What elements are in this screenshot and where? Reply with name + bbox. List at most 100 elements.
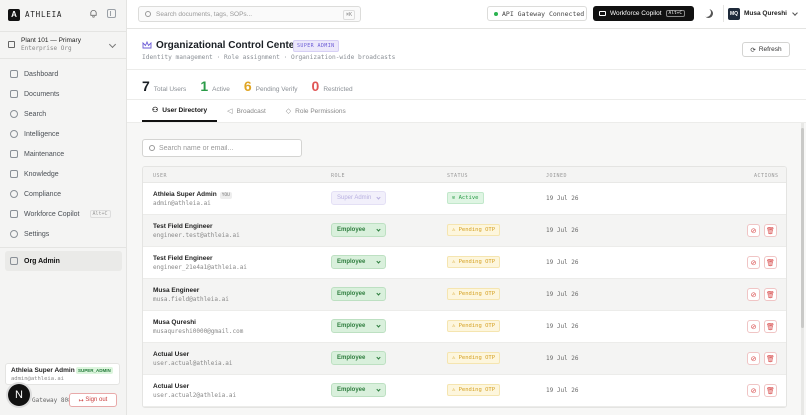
sidebar-item-documents[interactable]: Documents	[0, 84, 127, 104]
stat-pending-verify: 6 Pending Verify	[244, 78, 298, 94]
user-menu[interactable]: MQ Musa Qureshi	[723, 5, 803, 22]
sidebar-item-knowledge[interactable]: Knowledge	[0, 164, 127, 184]
user-name: Test Field Engineer	[153, 223, 213, 230]
column-header-actions: ACTIONS	[754, 173, 779, 179]
floating-avatar[interactable]: N	[8, 384, 30, 406]
search-shortcut: ⌘K	[342, 10, 355, 20]
stat-label: Pending Verify	[255, 86, 298, 93]
status-icon: ⚠	[452, 291, 459, 297]
restrict-button[interactable]: ⊘	[747, 352, 760, 365]
restrict-button[interactable]: ⊘	[747, 256, 760, 269]
table-row: Actual User user.actual2@athleia.ai Employ…	[143, 375, 786, 407]
sign-out-icon: ↦	[78, 397, 86, 404]
sidebar-item-label: Compliance	[24, 190, 61, 198]
role-select[interactable]: Employee	[331, 383, 386, 397]
crown-icon	[142, 41, 152, 49]
user-email: admin@athleia.ai	[153, 200, 211, 207]
sign-out-button[interactable]: ↦ Sign out	[69, 393, 117, 407]
status-badge: ⊙ Active	[447, 192, 484, 204]
shield-icon: ◇	[285, 108, 292, 115]
org-switcher[interactable]: Plant 101 — Primary Enterprise Org	[0, 31, 127, 59]
role-select[interactable]: Employee	[331, 287, 386, 301]
ban-icon: ⊘	[750, 355, 757, 363]
delete-button[interactable]: 🗑	[764, 384, 777, 397]
sidebar: A ATHLEIA Plant 101 — Primary Enterprise…	[0, 0, 127, 415]
book-icon	[10, 170, 18, 178]
refresh-button[interactable]: ⟳ Refresh	[742, 42, 790, 57]
crown-icon	[10, 257, 18, 265]
sidebar-item-label: Org Admin	[24, 257, 60, 265]
copilot-icon	[599, 11, 606, 16]
restrict-button[interactable]: ⊘	[747, 288, 760, 301]
bell-icon[interactable]	[89, 9, 98, 18]
ban-icon: ⊘	[750, 387, 757, 395]
sign-out-label: Sign out	[85, 397, 108, 403]
current-user-card: Athleia Super Admin SUPER_ADMIN admin@at…	[5, 363, 120, 385]
sidebar-item-settings[interactable]: Settings	[0, 224, 127, 244]
joined-date: 19 Jul 26	[546, 227, 579, 234]
copilot-shortcut: Alt+C	[665, 10, 686, 17]
sidebar-item-dashboard[interactable]: Dashboard	[0, 64, 127, 84]
tab-broadcast[interactable]: ◁ Broadcast	[217, 100, 276, 122]
ban-icon: ⊘	[750, 259, 757, 267]
user-name: Musa Qureshi	[153, 319, 196, 326]
status-dot-icon	[494, 11, 498, 16]
status-badge: ⚠ Pending OTP	[447, 224, 501, 236]
role-select[interactable]: Employee	[331, 351, 386, 365]
trash-icon: 🗑	[766, 355, 775, 363]
stat-label: Restricted	[323, 86, 353, 93]
user-search-input[interactable]	[159, 143, 299, 154]
gateway-footer-text: Gateway 8080…	[32, 397, 79, 404]
delete-button[interactable]: 🗑	[764, 256, 777, 269]
sidebar-item-label: Intelligence	[24, 130, 60, 138]
moon-icon[interactable]	[704, 9, 713, 18]
sidebar-item-search[interactable]: Search	[0, 104, 127, 124]
status-icon: ⚠	[452, 227, 459, 233]
chevron-down-icon	[376, 259, 381, 264]
user-email: musa.field@athleia.ai	[153, 296, 229, 303]
super-admin-badge: SUPER ADMIN	[293, 40, 339, 52]
column-header-role: ROLE	[331, 173, 346, 179]
workforce-copilot-button[interactable]: Workforce Copilot Alt+C	[593, 6, 694, 21]
restrict-button[interactable]: ⊘	[747, 224, 760, 237]
restrict-button[interactable]: ⊘	[747, 384, 760, 397]
role-select[interactable]: Employee	[331, 319, 386, 333]
stat-value: 6	[243, 78, 252, 94]
sidebar-item-compliance[interactable]: Compliance	[0, 184, 127, 204]
user-name: Musa Qureshi	[744, 10, 787, 17]
role-select[interactable]: Employee	[331, 255, 386, 269]
sidebar-item-maintenance[interactable]: Maintenance	[0, 144, 127, 164]
global-search-input[interactable]: Search documents, tags, SOPs... ⌘K	[138, 6, 361, 22]
sidebar-item-label: Search	[24, 110, 47, 118]
stat-value: 1	[200, 78, 209, 94]
tab-role-permissions[interactable]: ◇ Role Permissions	[276, 100, 356, 122]
user-search-field[interactable]	[142, 139, 302, 157]
table-row: Test Field Engineer engineer.test@athleia…	[143, 215, 786, 247]
tab-user-directory[interactable]: ⚇ User Directory	[142, 100, 218, 122]
copilot-label: Workforce Copilot	[610, 10, 662, 17]
sidebar-toggle-icon[interactable]	[107, 9, 116, 18]
sidebar-item-workforce-copilot[interactable]: Workforce Copilot Alt+C	[0, 204, 127, 224]
delete-button[interactable]: 🗑	[764, 288, 777, 301]
chevron-down-icon	[376, 195, 381, 200]
sidebar-nav: Dashboard Documents Search Intelligence …	[0, 64, 127, 271]
sidebar-item-org-admin[interactable]: Org Admin	[5, 251, 122, 271]
role-select[interactable]: Employee	[331, 223, 386, 237]
table-row: Musa Qureshi musaqureshi0000@gmail.com Emp…	[143, 311, 786, 343]
tab-bar: ⚇ User Directory ◁ Broadcast ◇ Role Permiss…	[142, 100, 356, 122]
delete-button[interactable]: 🗑	[764, 352, 777, 365]
search-icon	[149, 145, 155, 151]
brand[interactable]: A ATHLEIA	[8, 8, 62, 21]
scrollbar[interactable]	[801, 123, 804, 415]
restrict-button[interactable]: ⊘	[747, 320, 760, 333]
delete-button[interactable]: 🗑	[764, 224, 777, 237]
delete-button[interactable]: 🗑	[764, 320, 777, 333]
user-email: engineer.test@athleia.ai	[153, 232, 240, 239]
trash-icon: 🗑	[766, 259, 775, 267]
sidebar-item-label: Maintenance	[24, 150, 65, 158]
divider	[127, 122, 806, 123]
sidebar-item-label: Documents	[24, 90, 60, 98]
status-badge: ⚠ Pending OTP	[447, 320, 501, 332]
search-placeholder: Search documents, tags, SOPs...	[156, 11, 253, 18]
sidebar-item-intelligence[interactable]: Intelligence	[0, 124, 127, 144]
